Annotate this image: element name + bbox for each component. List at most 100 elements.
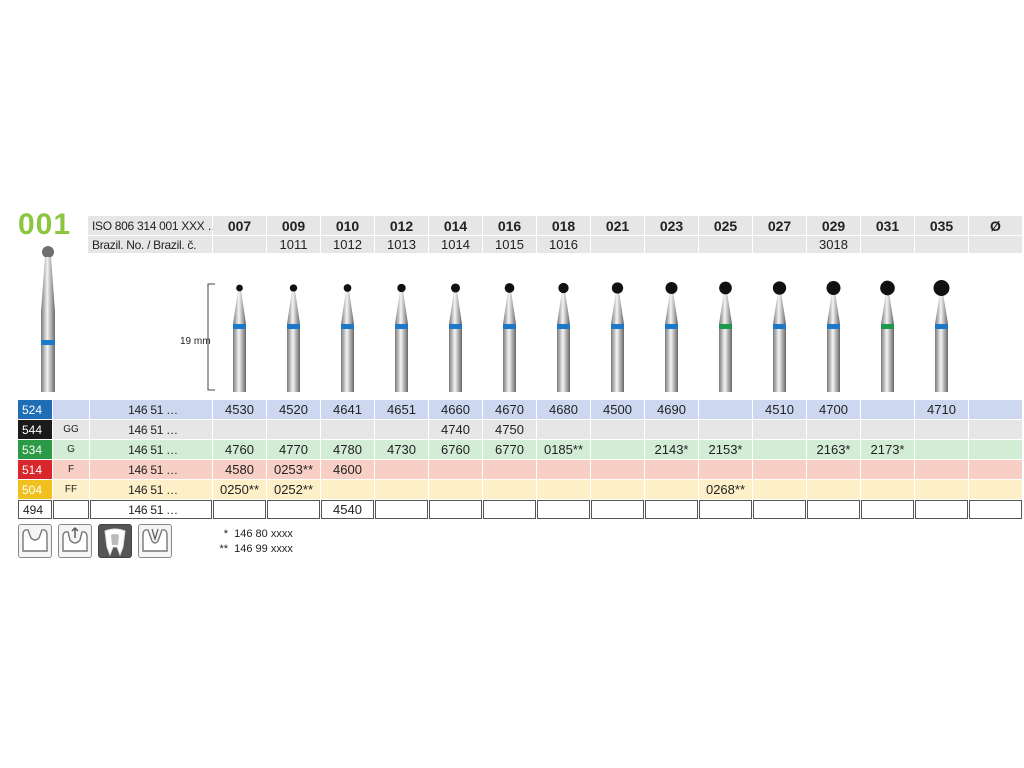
value-504-012 [375,480,428,499]
value-544-023 [645,420,698,439]
value-534-diameter [969,440,1022,459]
value-504-021 [591,480,644,499]
value-524-025 [699,400,752,419]
value-524-diameter [969,400,1022,419]
bur-025 [719,281,732,392]
bur-007 [233,284,246,392]
value-504-007: 0250** [213,480,266,499]
size-header-029: 029 [807,216,860,235]
brazil-number-014: 1014 [429,236,482,253]
value-514-018 [537,460,590,479]
legend-line-1: * 146 80 xxxx [223,528,293,540]
grit-label-524 [53,400,89,419]
grit-label-514: F [53,460,89,479]
brazil-number-007 [213,236,266,253]
value-514-031 [861,460,914,479]
value-504-018 [537,480,590,499]
value-494-018 [537,500,590,519]
value-524-018: 4680 [537,400,590,419]
bur-012 [395,283,408,392]
brazil-number-035 [915,236,968,253]
value-504-035 [915,480,968,499]
value-504-diameter [969,480,1022,499]
brazil-number-018: 1016 [537,236,590,253]
brazil-number-009: 1011 [267,236,320,253]
value-544-diameter [969,420,1022,439]
value-494-016 [483,500,536,519]
grit-code-504: 504 [18,480,52,499]
brazil-number-010: 1012 [321,236,374,253]
cavity-taper-icon [138,524,172,558]
value-494-007 [213,500,266,519]
diameter-header: Ø [969,216,1022,235]
ref-number-524: 146 51 … [90,400,212,419]
brazil-number-025 [699,236,752,253]
grit-label-494 [53,500,89,519]
bur-009 [287,284,300,392]
value-504-031 [861,480,914,499]
grit-label-534: G [53,440,89,459]
value-494-021 [591,500,644,519]
value-524-023: 4690 [645,400,698,419]
value-504-029 [807,480,860,499]
value-514-021 [591,460,644,479]
size-header-009: 009 [267,216,320,235]
bur-029 [826,281,841,392]
value-534-012: 4730 [375,440,428,459]
value-544-016: 4750 [483,420,536,439]
value-524-027: 4510 [753,400,806,419]
value-524-016: 4670 [483,400,536,419]
brazil-number-027 [753,236,806,253]
value-504-025: 0268** [699,480,752,499]
value-504-023 [645,480,698,499]
ref-number-514: 146 51 … [90,460,212,479]
value-524-014: 4660 [429,400,482,419]
grit-label-504: FF [53,480,89,499]
bur-010 [341,284,354,392]
value-534-007: 4760 [213,440,266,459]
value-534-016: 6770 [483,440,536,459]
product-number: 001 [18,208,72,241]
grit-code-514: 514 [18,460,52,479]
brazil-number-023 [645,236,698,253]
value-494-diameter [969,500,1022,519]
value-524-021: 4500 [591,400,644,419]
value-494-027 [753,500,806,519]
value-534-010: 4780 [321,440,374,459]
value-534-014: 6760 [429,440,482,459]
value-524-009: 4520 [267,400,320,419]
bur-027 [772,281,787,392]
value-494-009 [267,500,320,519]
size-header-025: 025 [699,216,752,235]
brazil-number-031 [861,236,914,253]
value-494-031 [861,500,914,519]
bur-illustrations: 19 mm [180,280,950,392]
size-header-031: 031 [861,216,914,235]
value-544-027 [753,420,806,439]
bur-016 [503,283,516,392]
size-header-035: 035 [915,216,968,235]
value-514-035 [915,460,968,479]
length-ruler [207,283,215,391]
value-494-035 [915,500,968,519]
value-504-009: 0252** [267,480,320,499]
bur-035 [933,280,950,392]
value-544-025 [699,420,752,439]
size-header-010: 010 [321,216,374,235]
brazil-number-029: 3018 [807,236,860,253]
brazil-number-021 [591,236,644,253]
value-504-027 [753,480,806,499]
ref-number-504: 146 51 … [90,480,212,499]
value-524-031 [861,400,914,419]
cavity-icon [18,524,52,558]
value-514-007: 4580 [213,460,266,479]
value-534-029: 2163* [807,440,860,459]
value-504-010 [321,480,374,499]
size-header-007: 007 [213,216,266,235]
value-524-035: 4710 [915,400,968,419]
value-524-029: 4700 [807,400,860,419]
value-504-014 [429,480,482,499]
value-514-023 [645,460,698,479]
value-544-029 [807,420,860,439]
ref-number-534: 146 51 … [90,440,212,459]
